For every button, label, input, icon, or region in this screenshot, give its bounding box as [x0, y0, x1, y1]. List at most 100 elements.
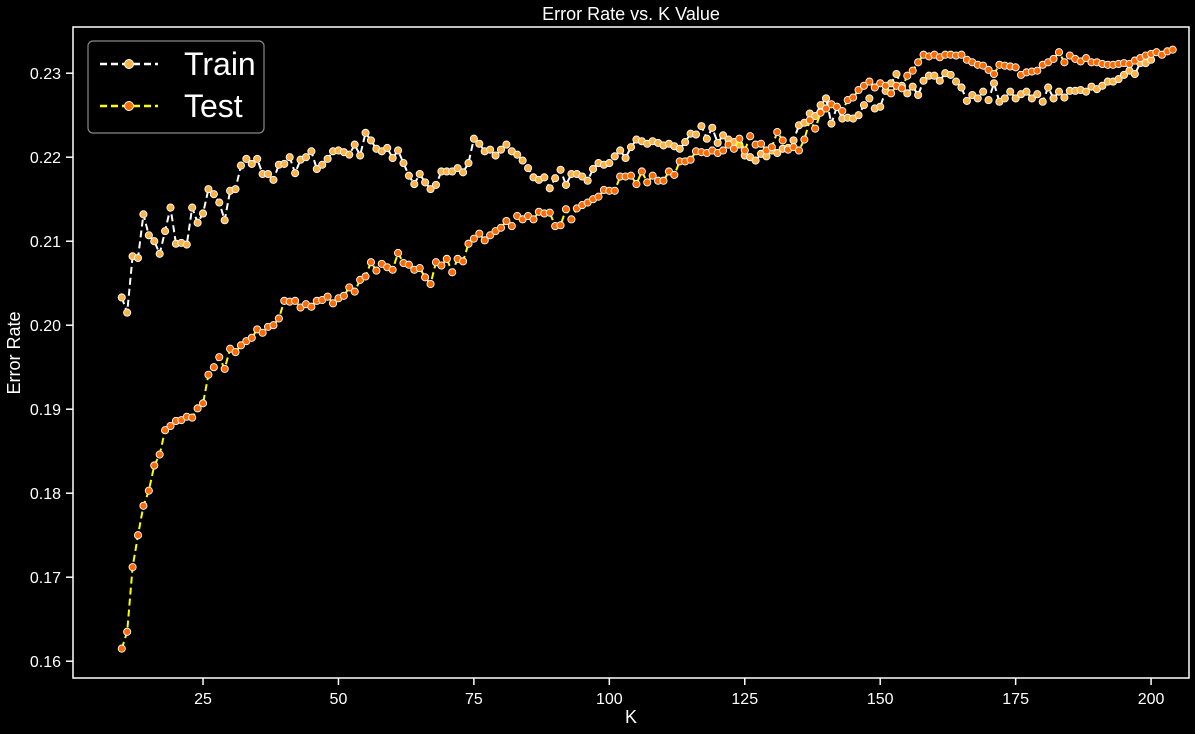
- point-marker: [935, 76, 944, 85]
- point-marker: [1082, 54, 1091, 63]
- point-marker: [502, 140, 511, 149]
- point-marker: [800, 135, 809, 144]
- point-marker: [962, 96, 971, 105]
- point-marker: [339, 291, 348, 300]
- point-marker: [821, 94, 831, 103]
- point-marker: [1060, 58, 1069, 67]
- point-marker: [188, 413, 197, 422]
- point-marker: [464, 239, 473, 248]
- point-marker: [545, 184, 554, 193]
- point-marker: [854, 111, 863, 120]
- series-layer: [117, 45, 1177, 653]
- point-marker: [437, 261, 446, 270]
- point-marker: [1044, 83, 1053, 92]
- point-marker: [681, 138, 690, 147]
- point-marker: [973, 94, 982, 103]
- point-marker: [220, 216, 229, 225]
- point-marker: [453, 164, 462, 173]
- point-marker: [193, 404, 202, 413]
- point-marker: [144, 486, 153, 495]
- point-marker: [388, 153, 397, 163]
- point-marker: [215, 198, 224, 207]
- x-tick-label: 75: [465, 691, 483, 708]
- point-marker: [746, 132, 755, 141]
- point-marker: [605, 159, 614, 168]
- point-marker: [415, 169, 424, 179]
- point-marker: [1054, 87, 1064, 96]
- point-marker: [393, 248, 403, 258]
- point-marker: [708, 123, 717, 132]
- point-marker: [903, 71, 912, 80]
- point-marker: [578, 172, 587, 181]
- point-marker: [182, 240, 191, 249]
- point-marker: [117, 644, 126, 653]
- point-marker: [496, 223, 506, 232]
- point-marker: [1060, 93, 1069, 102]
- point-marker: [350, 140, 359, 149]
- point-marker: [518, 156, 527, 165]
- point-marker: [496, 145, 506, 154]
- series-line-train: [120, 58, 1152, 313]
- point-marker: [415, 264, 424, 273]
- point-marker: [1114, 75, 1123, 84]
- point-marker: [1049, 94, 1058, 103]
- point-marker: [832, 102, 841, 111]
- point-marker: [881, 81, 890, 90]
- point-marker: [263, 169, 273, 179]
- point-marker: [561, 180, 571, 189]
- chart-title: Error Rate vs. K Value: [542, 4, 720, 24]
- point-marker: [128, 563, 137, 572]
- y-tick-label: 0.19: [30, 402, 61, 419]
- y-tick-label: 0.22: [30, 150, 61, 167]
- point-marker: [269, 321, 278, 330]
- point-marker: [957, 83, 966, 92]
- point-marker: [876, 102, 885, 111]
- point-marker: [507, 222, 516, 231]
- point-marker: [350, 287, 359, 296]
- point-marker: [892, 69, 901, 79]
- y-axis-label: Error Rate: [4, 311, 24, 394]
- point-marker: [551, 174, 560, 183]
- legend-label: Test: [184, 88, 243, 124]
- point-marker: [805, 116, 814, 125]
- y-tick-label: 0.21: [30, 234, 61, 251]
- x-tick-label: 175: [1002, 691, 1029, 708]
- series-test: [117, 45, 1177, 653]
- point-marker: [426, 279, 435, 289]
- point-marker: [773, 148, 782, 158]
- point-marker: [372, 266, 381, 275]
- legend: Train Test: [87, 40, 265, 134]
- point-marker: [740, 146, 749, 155]
- point-marker: [821, 104, 831, 113]
- point-marker: [1011, 63, 1020, 72]
- point-marker: [475, 229, 484, 238]
- point-marker: [545, 208, 554, 217]
- point-marker: [198, 209, 208, 218]
- point-marker: [930, 71, 939, 80]
- point-marker: [448, 268, 457, 277]
- point-marker: [626, 171, 636, 180]
- point-marker: [161, 426, 170, 435]
- point-marker: [242, 154, 251, 163]
- point-marker: [469, 134, 478, 143]
- point-marker: [421, 273, 430, 282]
- point-marker: [247, 159, 256, 168]
- point-marker: [464, 159, 473, 168]
- axes-layer: 25 50 75 100 125 150 175 200 0.16 0.17 0.18 0.19 0.2…: [30, 26, 1190, 708]
- point-marker: [231, 348, 240, 357]
- legend-marker: [124, 59, 134, 69]
- point-marker: [632, 180, 641, 189]
- point-marker: [1098, 81, 1107, 90]
- point-marker: [318, 160, 327, 169]
- point-marker: [328, 299, 338, 308]
- point-marker: [150, 461, 159, 470]
- point-marker: [702, 134, 711, 143]
- point-marker: [1033, 90, 1042, 99]
- point-marker: [285, 153, 294, 162]
- point-marker: [144, 231, 153, 240]
- point-marker: [410, 180, 419, 189]
- point-marker: [989, 69, 999, 79]
- point-marker: [253, 154, 262, 163]
- point-marker: [697, 122, 706, 131]
- point-marker: [865, 77, 874, 86]
